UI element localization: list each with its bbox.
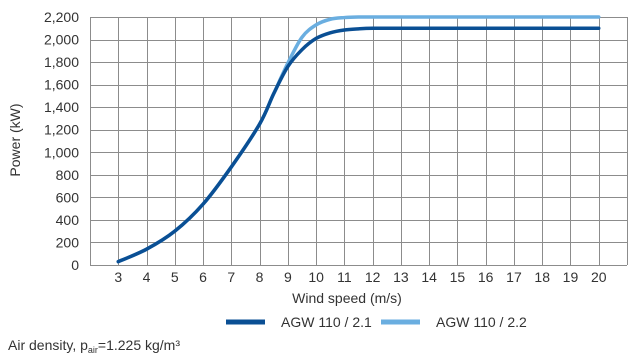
tick-labels: 3 4 5 6 7 8 9 10 11 12 13 14 15 16 17 18 19 2002004006008… — [44, 9, 607, 285]
x-tick-label: 4 — [143, 269, 151, 285]
x-tick-label: 12 — [365, 269, 381, 285]
y-tick-label: 200 — [56, 234, 80, 250]
x-tick-label: 7 — [227, 269, 235, 285]
x-tick-label: 20 — [591, 269, 607, 285]
x-tick-label: 3 — [114, 269, 122, 285]
footnote-suffix: =1.225 kg/m³ — [98, 337, 180, 353]
legend-label-agw-110-2-2: AGW 110 / 2.2 — [436, 314, 527, 330]
grid — [90, 17, 628, 266]
x-tick-label: 9 — [284, 269, 292, 285]
y-tick-label: 0 — [71, 257, 79, 273]
y-tick-label: 400 — [56, 212, 80, 228]
air-density-footnote: Air density, pair=1.225 kg/m³ — [8, 337, 180, 355]
x-tick-label: 5 — [171, 269, 179, 285]
x-axis-title: Wind speed (m/s) — [292, 290, 402, 306]
y-tick-label: 1,200 — [44, 122, 79, 138]
x-tick-label: 19 — [563, 269, 579, 285]
x-tick-label: 8 — [256, 269, 264, 285]
y-tick-label: 1,400 — [44, 99, 79, 115]
y-tick-label: 800 — [56, 167, 80, 183]
footnote-subscript: air — [88, 345, 98, 355]
footnote-prefix: Air density, p — [8, 337, 88, 353]
y-axis-title: Power (kW) — [7, 103, 23, 176]
series-line-agw-110-2-1 — [116, 26, 601, 264]
y-tick-label: 2,000 — [44, 32, 79, 48]
y-tick-label: 1,800 — [44, 54, 79, 70]
x-tick-label: 17 — [506, 269, 522, 285]
x-tick-label: 14 — [421, 269, 437, 285]
x-tick-label: 11 — [337, 269, 352, 285]
x-tick-label: 6 — [199, 269, 207, 285]
y-tick-label: 1,600 — [44, 77, 79, 93]
x-tick-label: 15 — [450, 269, 466, 285]
y-tick-label: 2,200 — [44, 9, 79, 25]
legend-label-agw-110-2-1: AGW 110 / 2.1 — [281, 314, 372, 330]
x-tick-label: 13 — [393, 269, 409, 285]
y-tick-label: 600 — [56, 189, 80, 205]
x-tick-label: 10 — [308, 269, 324, 285]
x-tick-label: 18 — [534, 269, 550, 285]
legend: AGW 110 / 2.1 AGW 110 / 2.2 — [226, 314, 527, 330]
y-tick-label: 1,000 — [44, 144, 79, 160]
series-lines — [116, 15, 601, 264]
x-tick-label: 16 — [478, 269, 494, 285]
series-line-agw-110-2-2 — [116, 15, 601, 264]
